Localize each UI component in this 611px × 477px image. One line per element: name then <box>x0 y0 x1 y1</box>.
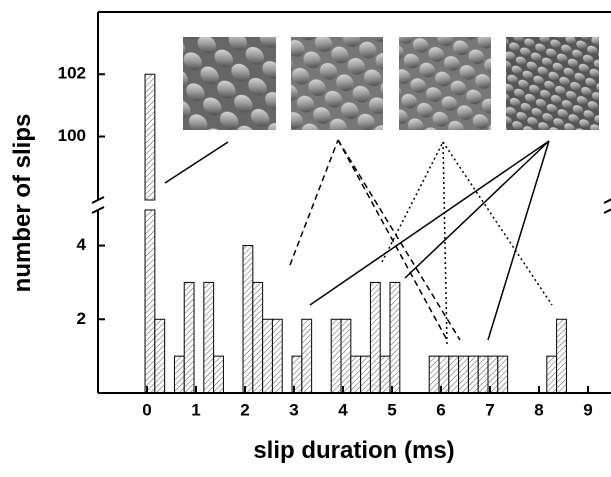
bar-hatch <box>301 319 312 393</box>
bar-hatch <box>331 319 342 393</box>
x-tick-label: 7 <box>485 400 494 419</box>
axis-break <box>603 208 611 214</box>
y-axis-label: number of slips <box>9 114 36 293</box>
bar-hatch <box>350 356 361 393</box>
connector-lines <box>164 139 553 346</box>
connector <box>164 141 229 184</box>
y-tick-label: 2 <box>77 309 86 328</box>
connector <box>289 139 461 341</box>
bar-hatch <box>174 356 185 393</box>
bar-hatch <box>439 356 449 393</box>
y-tick-label: 100 <box>58 126 86 145</box>
axis-break <box>91 206 105 214</box>
x-tick-label: 8 <box>534 400 543 419</box>
bar-hatch <box>380 356 391 393</box>
x-axis-label: slip duration (ms) <box>253 437 454 464</box>
bar-hatch <box>546 356 557 393</box>
bar-hatch <box>458 356 469 393</box>
bar-hatch <box>488 356 498 393</box>
bar-hatch <box>556 319 567 393</box>
inset-image <box>183 37 276 130</box>
x-tick-label: 6 <box>436 400 445 419</box>
connector <box>381 141 553 346</box>
bar-hatch <box>497 356 508 393</box>
inset-image <box>291 37 383 130</box>
bar-hatch <box>360 356 371 393</box>
inset-image <box>399 37 491 130</box>
x-tick-label: 4 <box>338 400 348 419</box>
y-tick-label: 4 <box>77 235 87 254</box>
insets <box>183 37 599 130</box>
connector <box>309 140 550 341</box>
bar-hatch <box>184 282 195 393</box>
inset-image <box>506 37 599 130</box>
x-tick-label: 2 <box>240 400 249 419</box>
bar-hatch <box>341 319 351 393</box>
bar-hatch <box>154 319 165 393</box>
bar-hatch <box>292 356 302 393</box>
bar-hatch <box>272 319 283 393</box>
y-tick-label: 102 <box>58 64 86 83</box>
bar-hatch <box>252 282 263 393</box>
bar-hatch <box>390 282 400 393</box>
x-tick-label: 9 <box>583 400 592 419</box>
bar-hatch <box>448 356 459 393</box>
bar-hatch <box>429 356 440 393</box>
bar-hatch <box>370 282 381 393</box>
axis-break <box>603 198 611 204</box>
x-tick-label: 3 <box>289 400 298 419</box>
bar-hatch <box>243 245 253 393</box>
x-tick-label: 1 <box>191 400 200 419</box>
bar-hatch <box>145 210 155 393</box>
bar-hatch <box>468 356 479 393</box>
x-tick-label: 5 <box>387 400 396 419</box>
bar-hatch <box>145 74 155 200</box>
x-tick-label: 0 <box>142 400 151 419</box>
bar-hatch <box>262 319 273 393</box>
bar-hatch <box>478 356 489 393</box>
axes: 0 1 2 3 4 5 6 7 8 9 2 4 100 102 <box>58 11 611 419</box>
bar-hatch <box>213 356 224 393</box>
bar-hatch <box>203 282 214 393</box>
axis-break <box>91 196 105 204</box>
